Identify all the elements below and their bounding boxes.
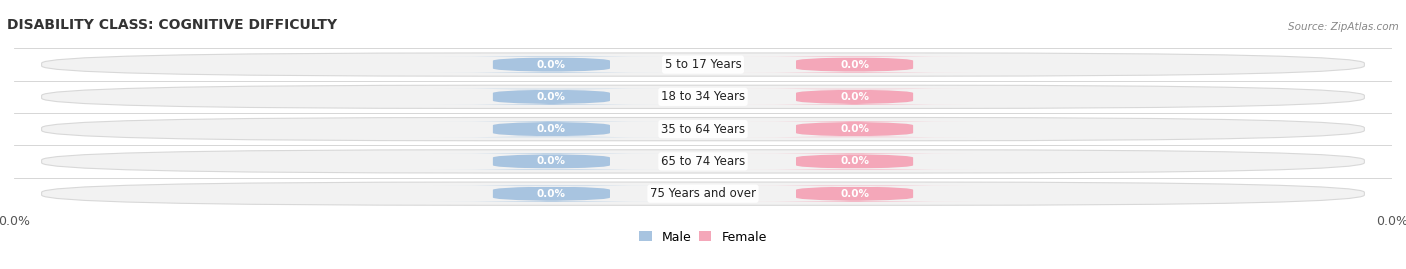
FancyBboxPatch shape [42, 182, 1364, 205]
FancyBboxPatch shape [734, 153, 976, 169]
FancyBboxPatch shape [42, 118, 1364, 141]
Legend: Male, Female: Male, Female [634, 226, 772, 249]
Text: 35 to 64 Years: 35 to 64 Years [661, 123, 745, 136]
FancyBboxPatch shape [734, 121, 976, 137]
FancyBboxPatch shape [42, 85, 1364, 108]
FancyBboxPatch shape [734, 56, 976, 73]
FancyBboxPatch shape [430, 121, 672, 137]
FancyBboxPatch shape [42, 150, 1364, 173]
FancyBboxPatch shape [42, 53, 1364, 76]
FancyBboxPatch shape [430, 89, 672, 105]
Text: 75 Years and over: 75 Years and over [650, 187, 756, 200]
Text: 0.0%: 0.0% [839, 59, 869, 70]
Text: 0.0%: 0.0% [537, 189, 567, 199]
Text: 0.0%: 0.0% [839, 156, 869, 167]
Text: 0.0%: 0.0% [537, 59, 567, 70]
Text: 18 to 34 Years: 18 to 34 Years [661, 90, 745, 103]
Text: 65 to 74 Years: 65 to 74 Years [661, 155, 745, 168]
Text: 0.0%: 0.0% [839, 124, 869, 134]
Text: 5 to 17 Years: 5 to 17 Years [665, 58, 741, 71]
Text: Source: ZipAtlas.com: Source: ZipAtlas.com [1288, 22, 1399, 32]
FancyBboxPatch shape [430, 186, 672, 202]
Text: DISABILITY CLASS: COGNITIVE DIFFICULTY: DISABILITY CLASS: COGNITIVE DIFFICULTY [7, 18, 337, 32]
Text: 0.0%: 0.0% [537, 92, 567, 102]
FancyBboxPatch shape [734, 186, 976, 202]
FancyBboxPatch shape [430, 56, 672, 73]
Text: 0.0%: 0.0% [839, 92, 869, 102]
FancyBboxPatch shape [734, 89, 976, 105]
Text: 0.0%: 0.0% [537, 156, 567, 167]
Text: 0.0%: 0.0% [537, 124, 567, 134]
FancyBboxPatch shape [430, 153, 672, 169]
Text: 0.0%: 0.0% [839, 189, 869, 199]
